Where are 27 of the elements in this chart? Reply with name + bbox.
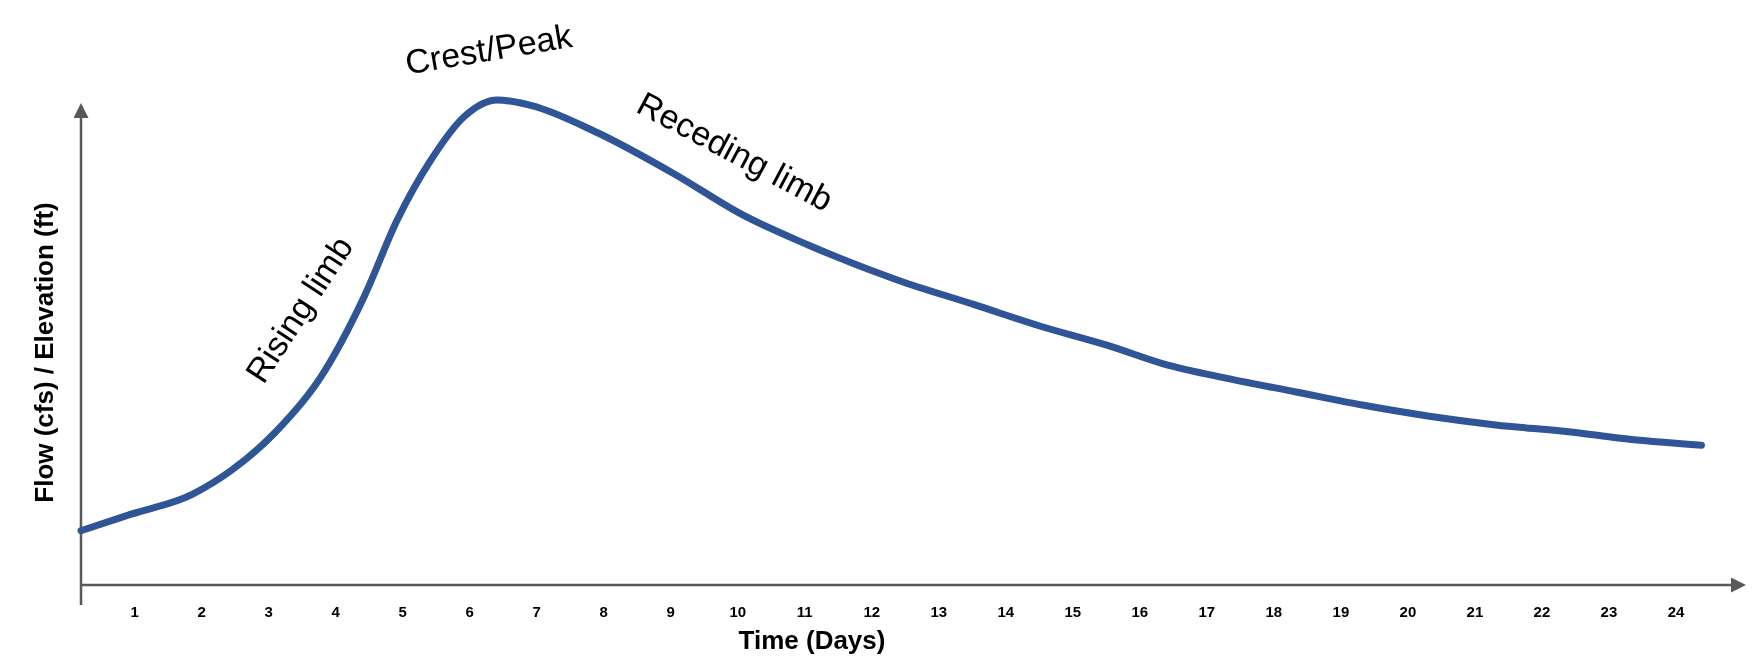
x-tick-label: 22: [1533, 603, 1551, 620]
x-tick-label: 10: [729, 603, 747, 620]
annotation: Crest/Peak: [402, 15, 576, 82]
x-tick-label: 12: [863, 603, 881, 620]
x-axis-title: Time (Days): [738, 625, 886, 655]
x-tick-label: 9: [666, 603, 675, 620]
x-tick-label: 17: [1198, 603, 1216, 620]
y-axis-title: Flow (cfs) / Elevation (ft): [29, 202, 59, 503]
x-tick-label: 2: [197, 603, 206, 620]
x-tick-label: 16: [1131, 603, 1149, 620]
x-tick-label: 4: [331, 603, 341, 620]
x-tick-label: 3: [264, 603, 273, 620]
x-tick-label: 11: [796, 603, 813, 620]
x-tick-label: 7: [532, 603, 541, 620]
x-tick-label: 15: [1064, 603, 1082, 620]
x-tick-label: 20: [1399, 603, 1417, 620]
x-tick-label: 5: [398, 603, 407, 620]
x-tick-label: 23: [1600, 603, 1618, 620]
x-tick-label: 24: [1667, 603, 1685, 620]
x-tick-label: 14: [997, 603, 1015, 620]
x-tick-label: 19: [1332, 603, 1350, 620]
x-tick-label: 6: [465, 603, 474, 620]
x-tick-label: 8: [599, 603, 608, 620]
x-tick-label: 1: [130, 603, 139, 620]
x-tick-label: 18: [1265, 603, 1283, 620]
x-tick-label: 21: [1466, 603, 1484, 620]
x-tick-label: 13: [930, 603, 948, 620]
